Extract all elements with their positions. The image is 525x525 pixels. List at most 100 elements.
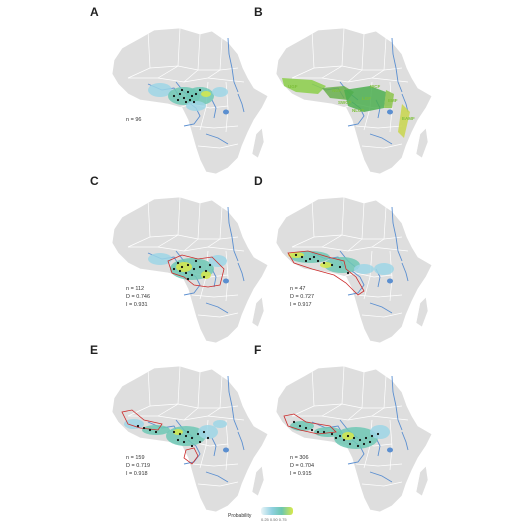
suitability-patch [320, 262, 332, 268]
legend-title: Probability [228, 513, 252, 519]
suitability-patch [334, 427, 378, 449]
country-border [292, 246, 409, 252]
occurrence-point [192, 267, 196, 271]
occurrence-point [194, 259, 198, 263]
occurrence-point [154, 430, 158, 434]
forest-region [398, 104, 410, 138]
occurrence-point [364, 436, 368, 440]
occurrence-point [176, 261, 180, 265]
suitability-patch [314, 427, 342, 437]
range-polygon [121, 409, 199, 465]
region-label: LGF [362, 96, 371, 101]
occurrence-point [172, 94, 176, 98]
occurrence-point [346, 271, 350, 275]
panel-f: F n = 306 D = 0.704 I = 0.915 [252, 343, 457, 516]
occurrence-point [190, 94, 194, 98]
occurrence-point [186, 90, 190, 94]
country-border [191, 125, 239, 129]
occurrence-point [322, 261, 326, 265]
panel-a: A n = 96 [88, 5, 293, 178]
africa-map-e [111, 365, 269, 513]
suitability-patch [354, 264, 374, 274]
panel-c: C n = 112 D = 0.746 I = 0.931 [88, 174, 293, 347]
region-label: EAMF [402, 116, 415, 121]
suitability-patch [148, 253, 172, 265]
occurrence-point [330, 263, 334, 267]
lake-victoria [223, 109, 229, 115]
occurrence-point [346, 434, 350, 438]
river [211, 99, 217, 119]
country-border [389, 250, 393, 302]
panel-d: D n = 47 D = 0.727 I = 0.917 [252, 174, 457, 347]
occurrence-point [352, 436, 356, 440]
panel-b: UGF NGF LGF NLGF WCF EMF SWCF EAMF B [252, 5, 457, 178]
africa-map-c [111, 196, 269, 344]
country-border [361, 143, 403, 149]
madagascar [415, 296, 429, 328]
range-outline-c [167, 254, 225, 288]
occurrence-point [176, 438, 180, 442]
occurrence-point [196, 432, 200, 436]
occurrence-point [300, 255, 304, 259]
occurrence-point [294, 253, 298, 257]
occurrence-point [310, 428, 314, 432]
occurrence-point [358, 438, 362, 442]
hellinger-i-e: I = 0.918 [126, 471, 148, 477]
panel-label-f: F [254, 343, 262, 357]
suitability-patch [374, 263, 394, 275]
river [205, 471, 229, 483]
occurrence-point [182, 440, 186, 444]
range-outline-d [287, 250, 365, 296]
occurrence-point [198, 88, 202, 92]
country-border [292, 415, 409, 421]
hellinger-i-f: I = 0.915 [290, 471, 312, 477]
occurrence-point [308, 257, 312, 261]
lake-victoria [387, 278, 393, 284]
river [369, 133, 393, 145]
occurrence-point [194, 92, 198, 96]
suitability-patch [212, 87, 228, 97]
occurrence-points-f [292, 420, 380, 448]
suitability-patch [124, 419, 144, 429]
occurrence-point [186, 263, 190, 267]
sample-size-d: n = 47 [290, 286, 306, 292]
occurrence-point [208, 263, 212, 267]
river [237, 93, 245, 113]
occurrence-point [330, 432, 334, 436]
occurrence-point [348, 442, 352, 446]
occurrence-point [190, 444, 194, 448]
africa-map-f [275, 365, 433, 513]
occurrence-point [370, 434, 374, 438]
occurrence-point [178, 432, 182, 436]
sample-size-e: n = 159 [126, 455, 145, 461]
occurrence-point [322, 430, 326, 434]
occurrence-point [356, 444, 360, 448]
schoener-d-c: D = 0.746 [126, 294, 151, 300]
panel-label-c: C [90, 174, 99, 188]
sample-size-c: n = 112 [126, 286, 145, 292]
country-border [149, 403, 239, 409]
occurrence-point [198, 265, 202, 269]
occurrence-point [202, 430, 206, 434]
range-polygon [283, 413, 337, 435]
country-border [128, 77, 245, 83]
occurrence-points-e [136, 424, 210, 448]
panel-e: E n = 159 D = 0.719 I = 0.918 [88, 343, 293, 516]
occurrence-point [180, 265, 184, 269]
occurrence-point [304, 259, 308, 263]
suitability-patch [324, 257, 360, 273]
panel-stats-e: n = 159 D = 0.719 I = 0.918 [126, 454, 150, 478]
country-border [355, 463, 403, 467]
lake-victoria [387, 109, 393, 115]
probability-legend: Probability 0.25 0.50 0.75 [228, 503, 318, 525]
region-labels-b: UGF NGF LGF NLGF WCF EMF SWCF EAMF [288, 84, 415, 121]
occurrence-point [136, 424, 140, 428]
legend-ticks: 0.25 0.50 0.75 [261, 517, 287, 522]
sample-size-a: n = 96 [126, 117, 142, 123]
africa-map-a [111, 27, 269, 175]
country-border [128, 246, 245, 252]
lake-victoria [223, 278, 229, 284]
country-border [292, 77, 409, 83]
schoener-d-f: D = 0.704 [290, 463, 315, 469]
country-border [389, 419, 393, 471]
